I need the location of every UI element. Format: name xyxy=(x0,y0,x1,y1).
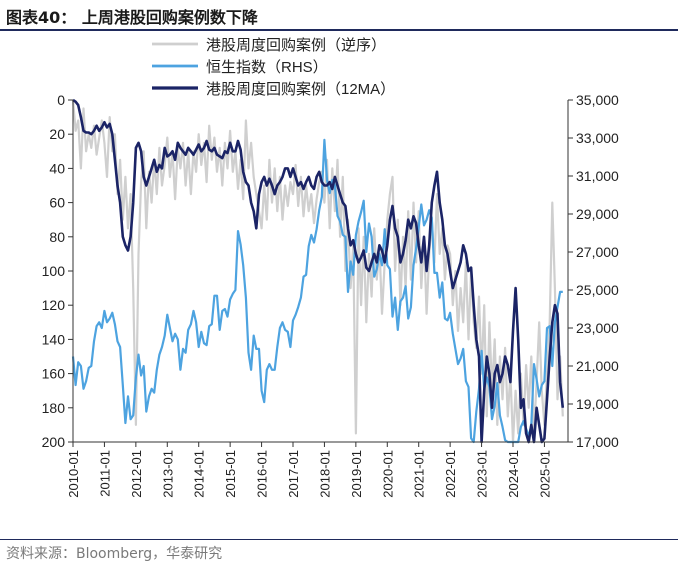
chart: 0 20 40 60 80 100 120 140 160 180 200 17,000 19,000 2… xyxy=(42,36,619,498)
x-tick-label: 2011-01 xyxy=(97,450,112,497)
x-tick-label: 2024-01 xyxy=(506,450,521,498)
title-rule xyxy=(0,29,678,31)
x-tick-label: 2016-01 xyxy=(255,450,270,498)
y-right-tick-label: 31,000 xyxy=(576,168,619,184)
y-right-tick-label: 29,000 xyxy=(576,206,619,222)
y-left-tick-label: 100 xyxy=(42,263,66,279)
y-left-tick-label: 140 xyxy=(42,331,66,347)
series-line-3 xyxy=(72,98,565,444)
legend-label-1: 港股周度回购案例（逆序） xyxy=(206,36,386,54)
x-tick-label: 2023-01 xyxy=(475,450,490,498)
x-tick-label: 2015-01 xyxy=(223,450,238,498)
y-left-tick-label: 160 xyxy=(42,366,66,382)
y-right-tick-label: 33,000 xyxy=(576,130,619,146)
legend-label-2: 恒生指数（RHS） xyxy=(206,59,328,76)
x-tick-label: 2013-01 xyxy=(160,450,175,498)
y-left-tick-label: 40 xyxy=(49,160,65,176)
y-right-tick-label: 35,000 xyxy=(576,92,619,108)
footer-rule xyxy=(0,539,678,540)
y-right-tick-label: 25,000 xyxy=(576,282,619,298)
legend: 港股周度回购案例（逆序） 恒生指数（RHS） 港股周度回购案例（12MA） xyxy=(152,36,395,98)
y-left-tick-label: 180 xyxy=(42,400,66,416)
x-tick-label: 2010-01 xyxy=(66,450,81,498)
y-left-tick-label: 60 xyxy=(49,195,65,211)
legend-label-3: 港股周度回购案例（12MA） xyxy=(206,80,395,98)
y-right-tick-label: 23,000 xyxy=(576,320,619,336)
y-left-tick-label: 80 xyxy=(49,229,65,245)
y-right-tick-label: 27,000 xyxy=(576,244,619,260)
y-left-tick-label: 120 xyxy=(42,297,66,313)
y-right-tick-label: 17,000 xyxy=(576,434,619,450)
y-left-tick-label: 20 xyxy=(49,126,65,142)
x-tick-label: 2017-01 xyxy=(286,450,301,498)
x-tick-label: 2021-01 xyxy=(412,450,427,498)
x-tick-label: 2012-01 xyxy=(129,450,144,498)
y-right-tick-label: 21,000 xyxy=(576,358,619,374)
series-line-2 xyxy=(71,138,563,444)
y-right-tick-label: 19,000 xyxy=(576,396,619,412)
x-tick-label: 2019-01 xyxy=(349,450,364,498)
chart-title: 图表40： 上周港股回购案例数下降 xyxy=(6,8,258,27)
x-tick-label: 2025-01 xyxy=(537,450,552,498)
x-tick-label: 2022-01 xyxy=(443,450,458,498)
axes-layer: 0 20 40 60 80 100 120 140 160 180 200 17,000 19,000 2… xyxy=(42,92,619,498)
x-tick-label: 2018-01 xyxy=(317,450,332,498)
x-tick-label: 2014-01 xyxy=(192,450,207,498)
x-tick-label: 2020-01 xyxy=(380,450,395,498)
source-note: 资料来源：Bloomberg，华泰研究 xyxy=(6,546,223,562)
series-layer xyxy=(71,98,565,444)
y-left-tick-label: 200 xyxy=(42,434,66,450)
y-left-tick-label: 0 xyxy=(57,92,65,108)
